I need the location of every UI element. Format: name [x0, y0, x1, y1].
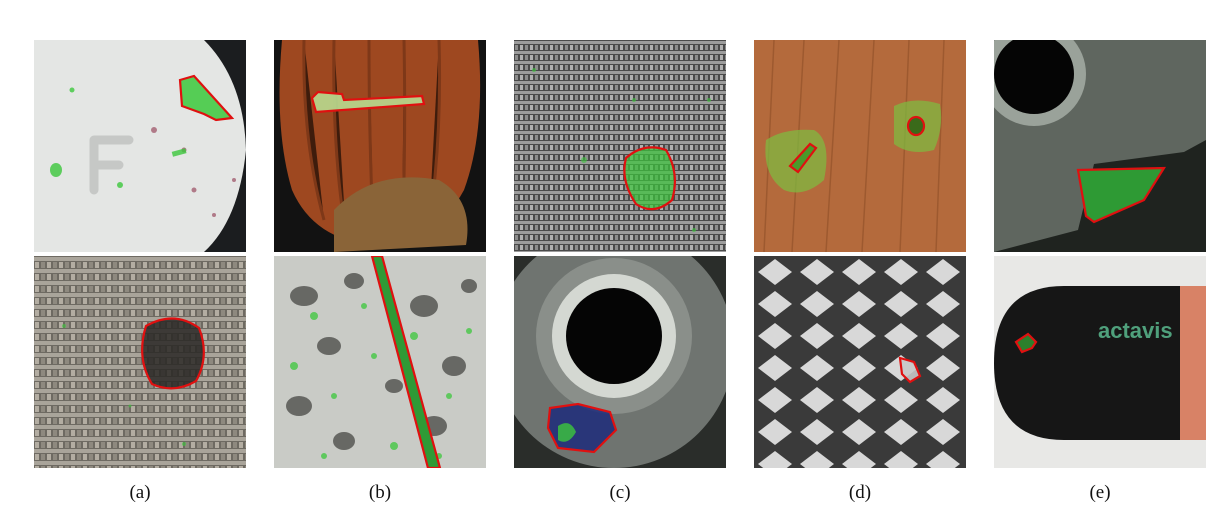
tile-e-bottom-capsule: actavis — [994, 256, 1206, 468]
tile-c-bottom-metal-nut — [514, 256, 726, 468]
tile-a-bottom-fabric — [34, 256, 246, 468]
caption-b: (b) — [368, 482, 392, 503]
carpet-image — [514, 40, 726, 252]
caption-c: (c) — [609, 482, 631, 503]
fabric-image — [34, 256, 246, 468]
pill-image — [34, 40, 246, 252]
capsule-logo: actavis — [1098, 318, 1173, 343]
tile-b-top-hazelnut — [274, 40, 486, 252]
caption-d: (d) — [848, 482, 872, 503]
metal-nut-edge-image — [994, 40, 1206, 252]
tile-b-bottom-tile — [274, 256, 486, 468]
tile-e-top-metal-nut-edge — [994, 40, 1206, 252]
tile-c-top-carpet — [514, 40, 726, 252]
capsule-image: actavis — [994, 256, 1206, 468]
tile-a-top-pill — [34, 40, 246, 252]
tile-d-bottom-grid — [754, 256, 966, 468]
wood-image — [754, 40, 966, 252]
metal-nut-image — [514, 256, 726, 468]
tile-image — [274, 256, 486, 468]
caption-e: (e) — [1089, 482, 1111, 503]
tile-d-top-wood — [754, 40, 966, 252]
grid-image — [754, 256, 966, 468]
hazelnut-image — [274, 40, 486, 252]
caption-a: (a) — [129, 482, 151, 503]
